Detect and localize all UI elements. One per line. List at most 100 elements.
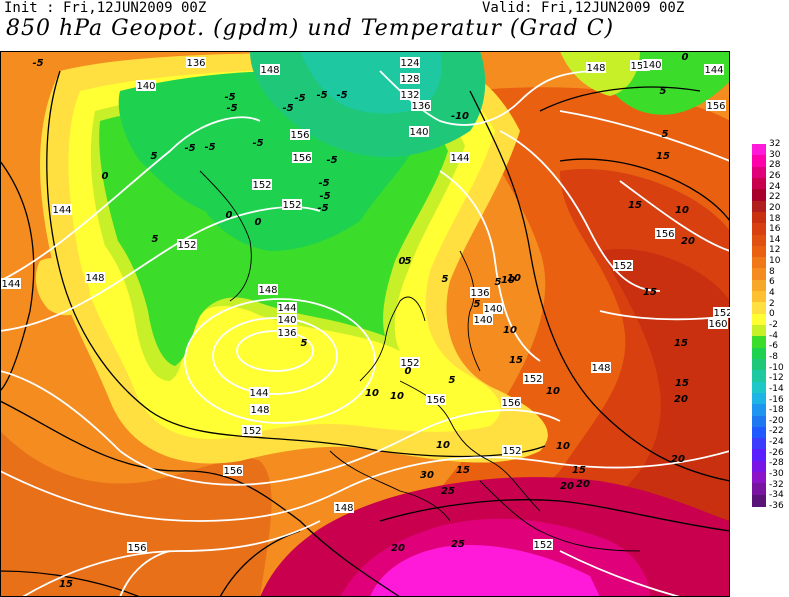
isohypse-label-bg — [277, 327, 297, 338]
legend-label: -20 — [769, 415, 784, 426]
legend-label: 4 — [769, 288, 775, 299]
isohypse-label: 152 — [613, 261, 632, 272]
temperature-labels: -5-5-5-5 -5 -5-10-5-5 -5 -5-5-5-5-5005050101… — [32, 52, 695, 590]
legend-label: -24 — [769, 437, 784, 448]
isotherm-label: 5 — [442, 274, 449, 285]
legend-label: -14 — [769, 383, 784, 394]
isohypse-label-bg — [136, 80, 156, 91]
isotherm-label: 20 — [391, 543, 405, 554]
isohypse-label-bg — [260, 64, 280, 75]
isotherm-label: -5 — [204, 142, 215, 153]
isotherm-label: 20 — [681, 236, 695, 247]
legend-swatch — [752, 381, 766, 394]
isohypse-label-bg — [400, 89, 420, 100]
legend-swatch — [752, 426, 766, 439]
isohypse-label: 148 — [591, 363, 610, 374]
isotherm-label: -5 — [326, 155, 337, 166]
isohypse-label: 136 — [186, 58, 205, 69]
isotherm-label: 25 — [451, 539, 465, 550]
legend-swatch — [752, 472, 766, 484]
isohypse-label-bg — [523, 373, 543, 384]
isohypse-label: 152 — [242, 426, 261, 437]
isohypse-label: 152 — [282, 200, 301, 211]
legend-label: 12 — [769, 245, 781, 256]
isohypse-label-bg — [586, 62, 606, 73]
isohypse-label-bg — [501, 397, 521, 408]
isotherm-label: 0 — [226, 210, 233, 221]
isotherm-label: 20 — [576, 479, 590, 490]
legend-swatch — [752, 460, 766, 473]
isotherm-label: -5 — [294, 93, 305, 104]
isotherm-label: -5 — [226, 103, 237, 114]
isotherm-label: 15 — [509, 355, 523, 366]
isotherm-label: 10 — [675, 205, 689, 216]
temperature-band-ne-cold2 — [560, 51, 640, 96]
legend-swatch — [752, 268, 766, 281]
isohypse-label-bg — [334, 502, 354, 513]
isohypse-label-bg — [258, 284, 278, 295]
isohypse-label: 156 — [290, 130, 309, 141]
legend-swatch — [752, 200, 766, 213]
isohypse-label: 152 — [502, 446, 521, 457]
isotherm-label: 20 — [560, 481, 574, 492]
isotherm-label: 15 — [456, 465, 470, 476]
isohypse-label: 148 — [586, 63, 605, 74]
isohypse-label-bg — [186, 57, 206, 68]
isohypse-label-bg — [282, 199, 302, 210]
isotherm-label: 10 — [390, 391, 404, 402]
isohypse-label-bg — [533, 539, 553, 550]
isotherm-label: 10 — [365, 388, 379, 399]
temperature-band-30 — [370, 545, 600, 597]
isohypse-label-bg — [249, 387, 269, 398]
legend-swatch — [752, 155, 766, 168]
legend-label: 0 — [769, 309, 775, 320]
isotherm-label: 5 — [495, 277, 502, 288]
isotherm-label: 5 — [662, 129, 669, 140]
isotherm-label: 5 — [151, 151, 158, 162]
isohypse-label-bg — [473, 314, 493, 325]
isotherm-label: 10 — [556, 441, 570, 452]
isohypse-label: 148 — [334, 503, 353, 514]
legend-label: 2 — [769, 298, 775, 309]
isotherm-label: 10 — [436, 440, 450, 451]
legend-swatch — [752, 166, 766, 179]
legend-label: 6 — [769, 277, 775, 288]
legend-label: -28 — [769, 458, 784, 469]
legend-label: 8 — [769, 266, 775, 277]
isotherm-label: 20 — [671, 454, 685, 465]
legend-swatch — [752, 347, 766, 360]
isotherm-label: 15 — [656, 151, 670, 162]
legend-swatch — [752, 358, 766, 371]
isotherm-label: 0 — [682, 52, 689, 63]
isotherms — [0, 70, 730, 597]
temperature-band-west-pocket — [35, 257, 90, 316]
isohypse-label: 152 — [713, 308, 730, 319]
isotherm-label: 5 — [301, 338, 308, 349]
coastlines — [199, 170, 641, 552]
legend-label: 20 — [769, 202, 781, 213]
isohypse-label: 148 — [250, 405, 269, 416]
isohypse-label: 152 — [177, 240, 196, 251]
isohypse-label-bg — [85, 272, 105, 283]
legend-label: -26 — [769, 447, 784, 458]
legend-label: 32 — [769, 139, 781, 149]
isohypse-label: 160 — [708, 319, 727, 330]
isotherm-label: 0 — [399, 256, 406, 267]
isohypse-label: 136 — [277, 328, 296, 339]
isohypse-label-bg — [470, 287, 490, 298]
legend-swatch — [752, 291, 766, 303]
isohypse-label-bg — [613, 260, 633, 271]
legend-label: -16 — [769, 394, 784, 405]
isohypse-label-bg — [400, 57, 420, 68]
isotherm-label: 5 — [152, 234, 159, 245]
isohypse-label-bg — [223, 465, 243, 476]
map-title: 850 hPa Geopot. (gpdm) und Temperatur (G… — [6, 16, 615, 41]
isohypse-label-bg — [706, 100, 726, 111]
legend-label: 22 — [769, 192, 781, 203]
isohypse-label-bg — [642, 59, 662, 70]
isohypse-label-bg — [591, 362, 611, 373]
isotherm-label: 25 — [441, 486, 455, 497]
isohypse-label: 140 — [409, 127, 428, 138]
isotherm-label: -5 — [317, 203, 328, 214]
